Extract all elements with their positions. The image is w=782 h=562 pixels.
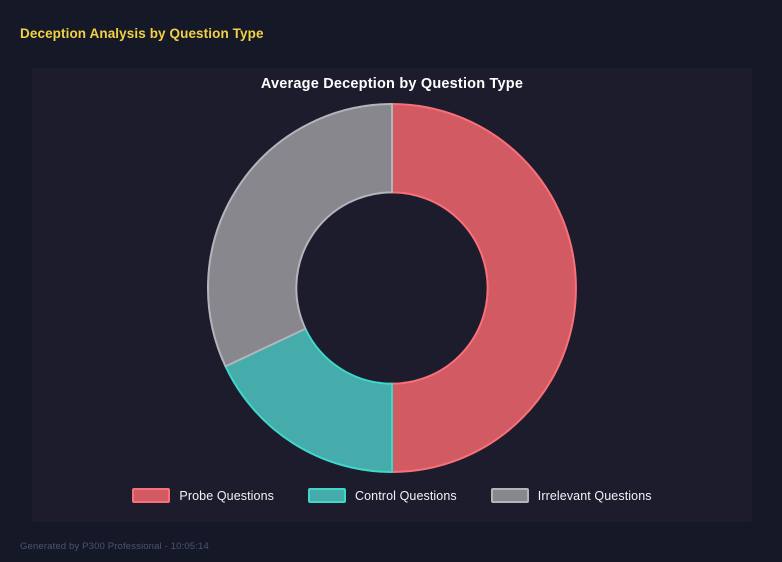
donut-slice-group [207,103,577,473]
legend-swatch-icon [132,488,171,503]
chart-panel: Average Deception by Question Type Probe… [32,68,752,522]
donut-slice-2[interactable] [224,327,393,473]
footer-generated-by: Generated by P300 Professional - 10:05:1… [20,541,209,552]
donut-slice-1[interactable] [391,103,577,473]
legend-item-label: Irrelevant Questions [537,488,652,503]
legend-swatch-icon [308,488,346,503]
donut-chart [32,94,752,478]
legend-item-label: Control Questions [355,488,457,503]
legend-item-2[interactable]: Control Questions [308,488,457,503]
legend-item-1[interactable]: Probe Questions [132,488,274,503]
legend-item-3[interactable]: Irrelevant Questions [490,488,652,503]
donut-slice-3[interactable] [207,103,393,368]
app-header: Deception Analysis by Question Type [0,0,782,68]
legend-item-label: Probe Questions [179,488,274,503]
page-title: Deception Analysis by Question Type [20,26,264,41]
donut-chart-svg [207,103,577,473]
chart-title: Average Deception by Question Type [260,76,524,92]
legend-swatch-icon [490,488,529,503]
chart-legend: Probe Questions Control Questions Irreleva… [32,488,752,503]
